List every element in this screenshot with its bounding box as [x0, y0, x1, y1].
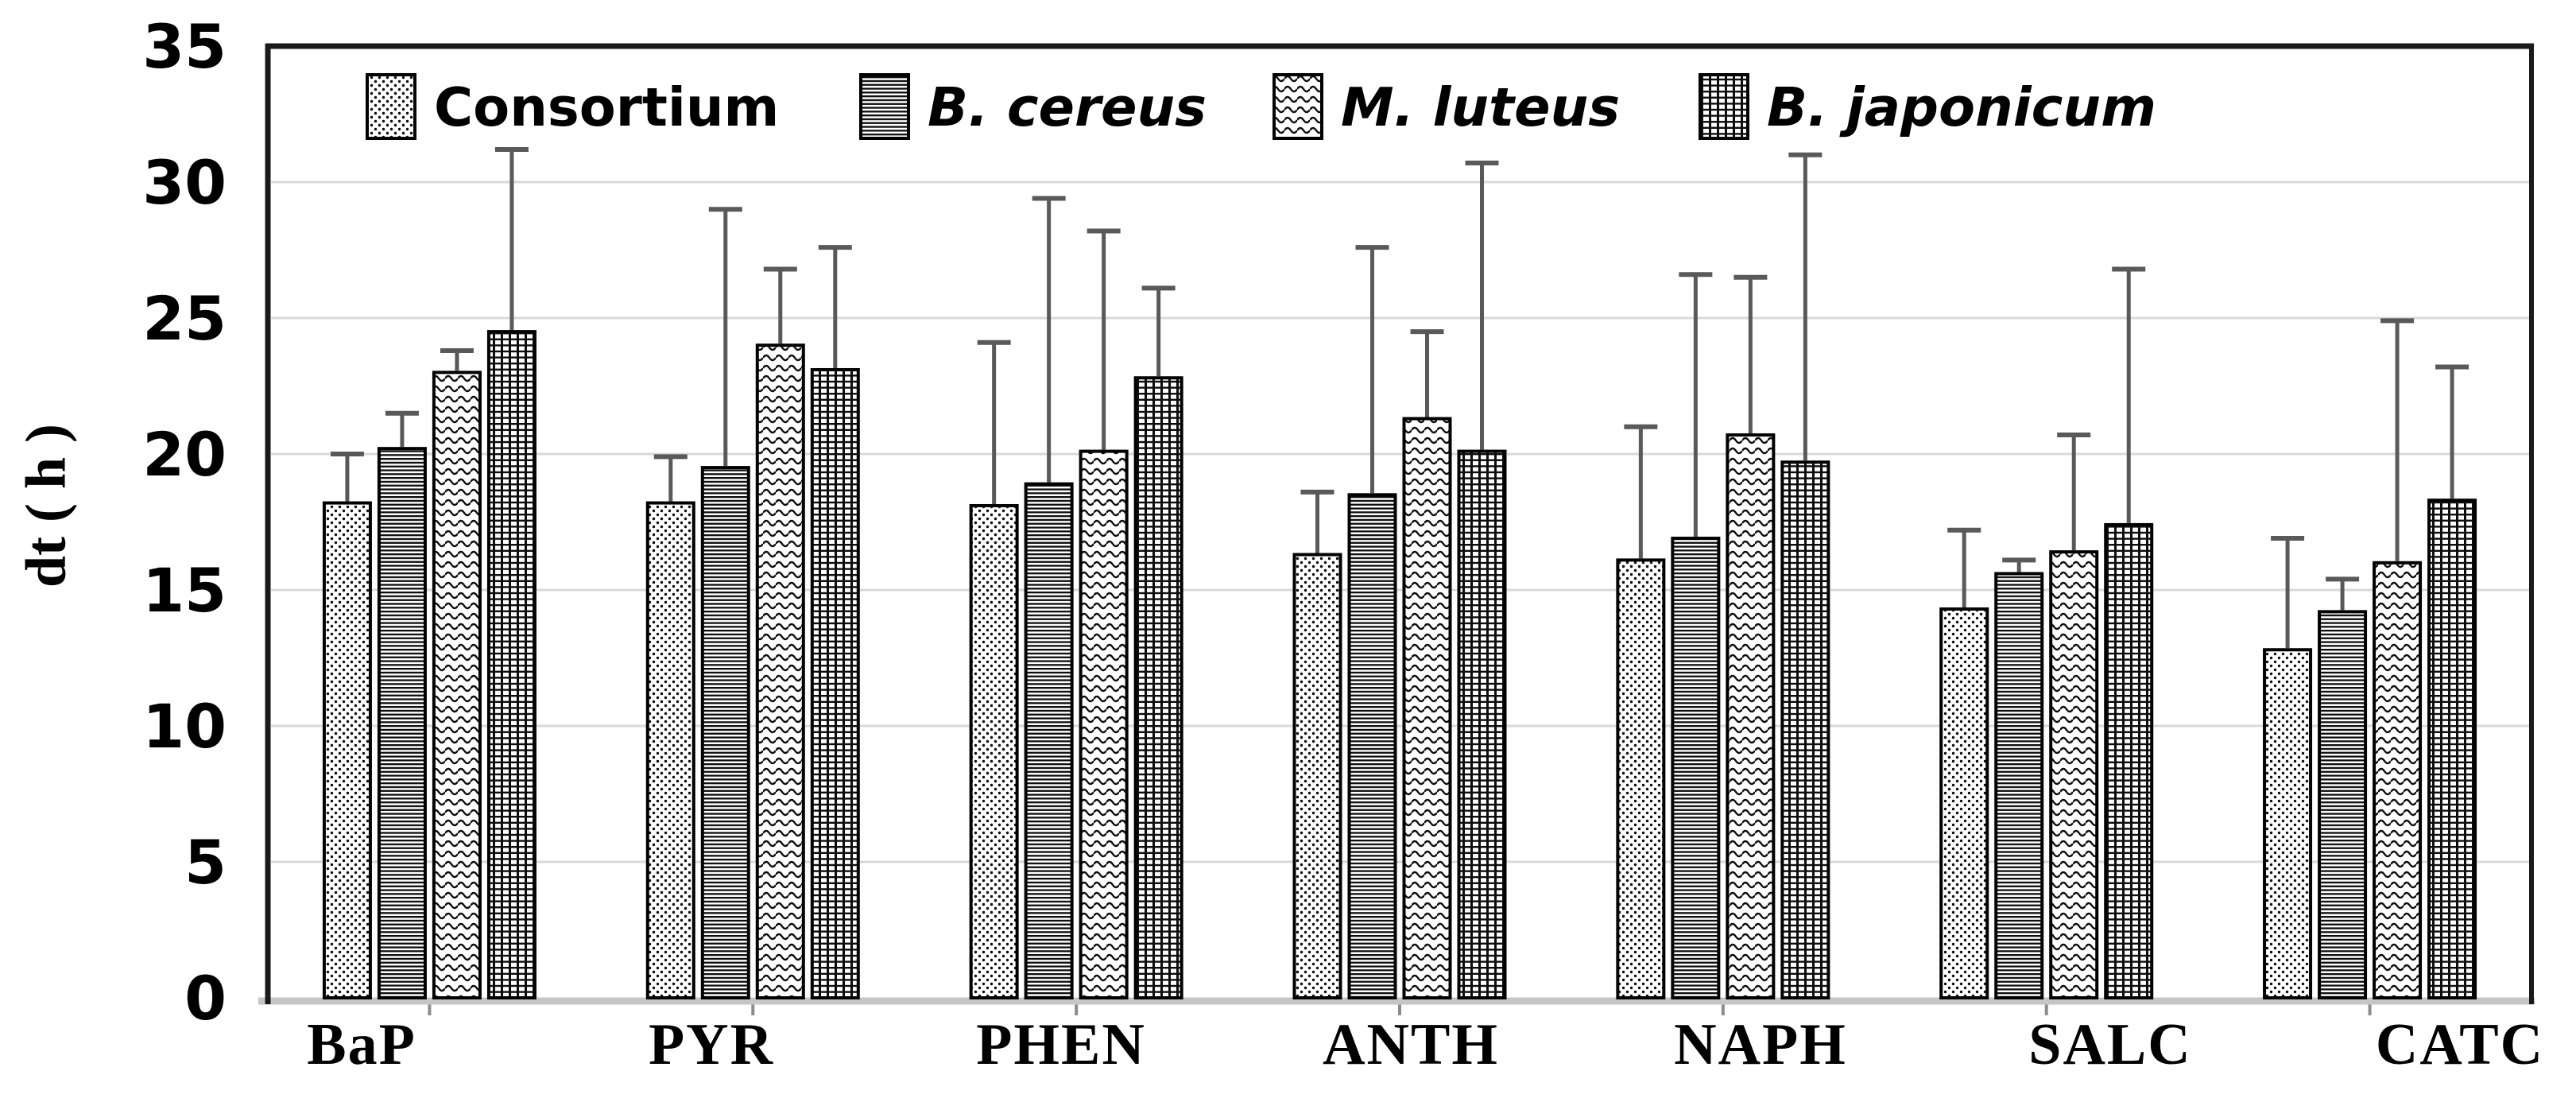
y-tick-label-25: 25 [142, 283, 227, 354]
legend-swatch-horizontal-lines-icon [859, 73, 910, 140]
bar-SALC-B-cereus [1994, 572, 2044, 999]
legend-label-B-japonicum: B. japonicum [1767, 76, 2156, 138]
x-label-PHEN: PHEN [976, 1012, 1146, 1077]
bar-CATC-M-luteus [2373, 561, 2423, 999]
legend-label-M-luteus: M. luteus [1341, 76, 1620, 138]
bar-PYR-B-cereus [700, 466, 750, 999]
bar-CATC-Consortium [2263, 648, 2313, 999]
bar-SALC-Consortium [1939, 607, 1989, 999]
bar-NAPH-Consortium [1616, 558, 1666, 999]
bar-SALC-B-japonicum [2104, 522, 2154, 999]
bar-BaP-B-cereus [377, 447, 427, 999]
bar-CATC-B-japonicum [2427, 499, 2477, 999]
bar-PHEN-Consortium [969, 503, 1019, 999]
bar-PHEN-B-japonicum [1133, 376, 1183, 999]
y-axis-title: dt ( h ) [14, 423, 78, 588]
bar-BaP-B-japonicum [486, 330, 537, 1000]
y-tick-label-15: 15 [142, 555, 227, 626]
x-label-BaP: BaP [307, 1012, 416, 1077]
bar-NAPH-B-japonicum [1780, 460, 1830, 999]
bar-BaP-M-luteus [432, 371, 482, 999]
legend-label-B-cereus: B. cereus [928, 76, 1207, 138]
legend-label-Consortium: Consortium [434, 76, 779, 138]
bar-PHEN-B-cereus [1024, 482, 1074, 999]
bar-NAPH-M-luteus [1726, 433, 1776, 999]
bar-CATC-B-cereus [2318, 610, 2368, 999]
legend-swatch-grid-icon [1699, 73, 1749, 140]
bar-NAPH-B-cereus [1671, 537, 1721, 999]
x-label-CATC: CATC [2376, 1012, 2544, 1077]
x-label-SALC: SALC [2028, 1012, 2191, 1077]
x-label-NAPH: NAPH [1674, 1012, 1847, 1077]
y-tick-label-35: 35 [142, 11, 227, 82]
y-tick-label-5: 5 [184, 827, 227, 898]
y-tick-label-0: 0 [184, 963, 227, 1034]
y-tick-label-20: 20 [142, 419, 227, 490]
bar-PHEN-M-luteus [1079, 449, 1129, 999]
bar-ANTH-B-japonicum [1457, 449, 1507, 999]
bar-PYR-M-luteus [755, 343, 805, 999]
bar-ANTH-B-cereus [1347, 493, 1397, 999]
bar-BaP-Consortium [322, 501, 372, 999]
bar-ANTH-Consortium [1292, 553, 1342, 999]
x-label-PYR: PYR [649, 1012, 774, 1077]
bar-ANTH-M-luteus [1402, 417, 1452, 999]
legend-swatch-waves-icon [1273, 73, 1323, 140]
y-tick-label-10: 10 [142, 691, 227, 762]
bar-PYR-B-japonicum [810, 367, 860, 1000]
x-label-ANTH: ANTH [1323, 1012, 1499, 1077]
bar-SALC-M-luteus [2049, 550, 2099, 999]
y-tick-label-30: 30 [142, 147, 227, 218]
legend-swatch-dots-icon [366, 73, 416, 140]
bar-PYR-Consortium [645, 501, 695, 999]
